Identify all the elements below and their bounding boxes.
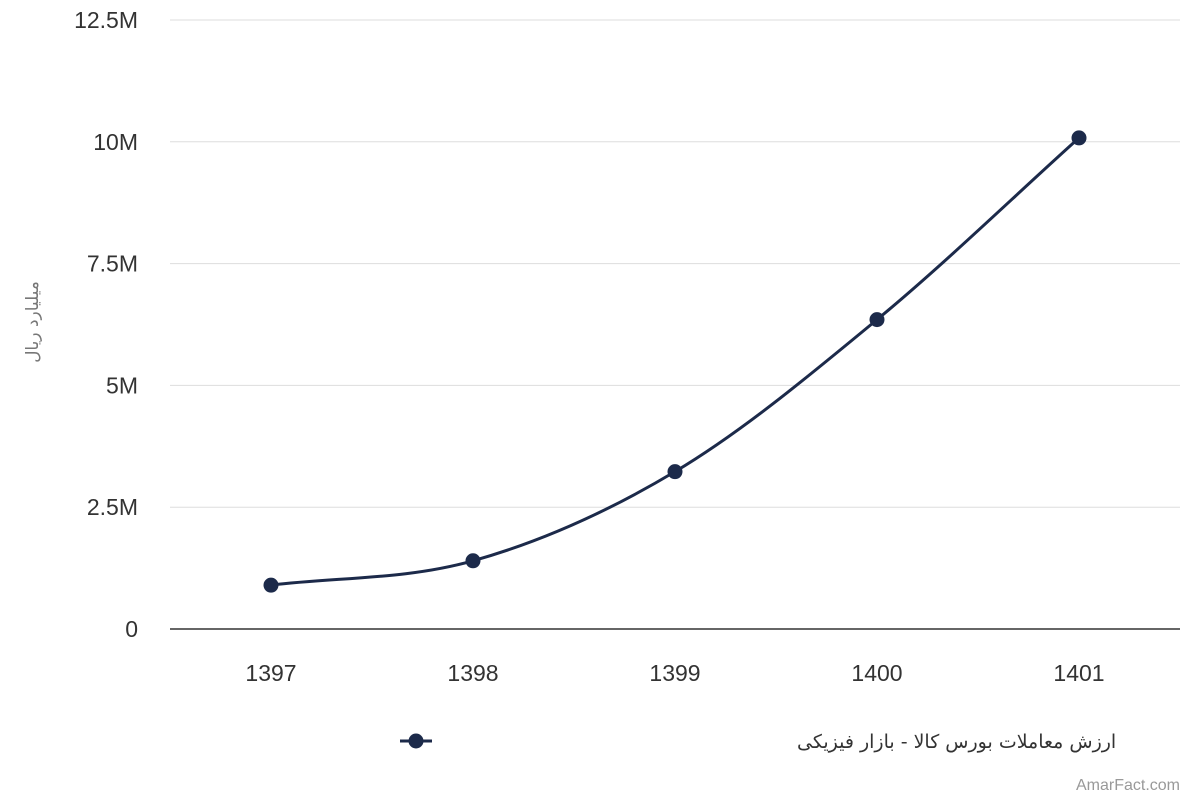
x-axis-tick-labels: 1397 1398 1399 1400 1401 [245, 660, 1104, 686]
y-tick-label: 0 [125, 616, 138, 642]
legend-series-label: ارزش معاملات بورس کالا - بازار فیزیکی [797, 731, 1116, 753]
x-tick-label: 1399 [649, 660, 700, 686]
x-tick-label: 1401 [1053, 660, 1104, 686]
y-tick-label: 7.5M [87, 251, 138, 277]
grid-lines [170, 19, 1180, 508]
series-line [270, 136, 1081, 587]
data-point[interactable] [869, 312, 885, 328]
data-point[interactable] [1071, 130, 1087, 146]
data-point[interactable] [465, 553, 481, 569]
data-point[interactable] [667, 464, 683, 480]
legend-dot-marker [408, 733, 424, 749]
x-tick-label: 1400 [851, 660, 902, 686]
y-tick-label: 2.5M [87, 494, 138, 520]
x-tick-label: 1397 [245, 660, 296, 686]
y-tick-label: 5M [106, 372, 138, 398]
series-layer [263, 130, 1087, 593]
y-axis-tick-labels: 0 2.5M 5M 7.5M 10M 12.5M [74, 7, 138, 642]
x-tick-label: 1398 [447, 660, 498, 686]
y-tick-label: 10M [93, 129, 138, 155]
legend[interactable]: ارزش معاملات بورس کالا - بازار فیزیکی [400, 731, 1116, 753]
credit-text[interactable]: AmarFact.com [1076, 777, 1180, 794]
y-axis-title: میلیارد ریال [23, 281, 43, 363]
data-point[interactable] [263, 577, 279, 593]
y-tick-label: 12.5M [74, 7, 138, 33]
